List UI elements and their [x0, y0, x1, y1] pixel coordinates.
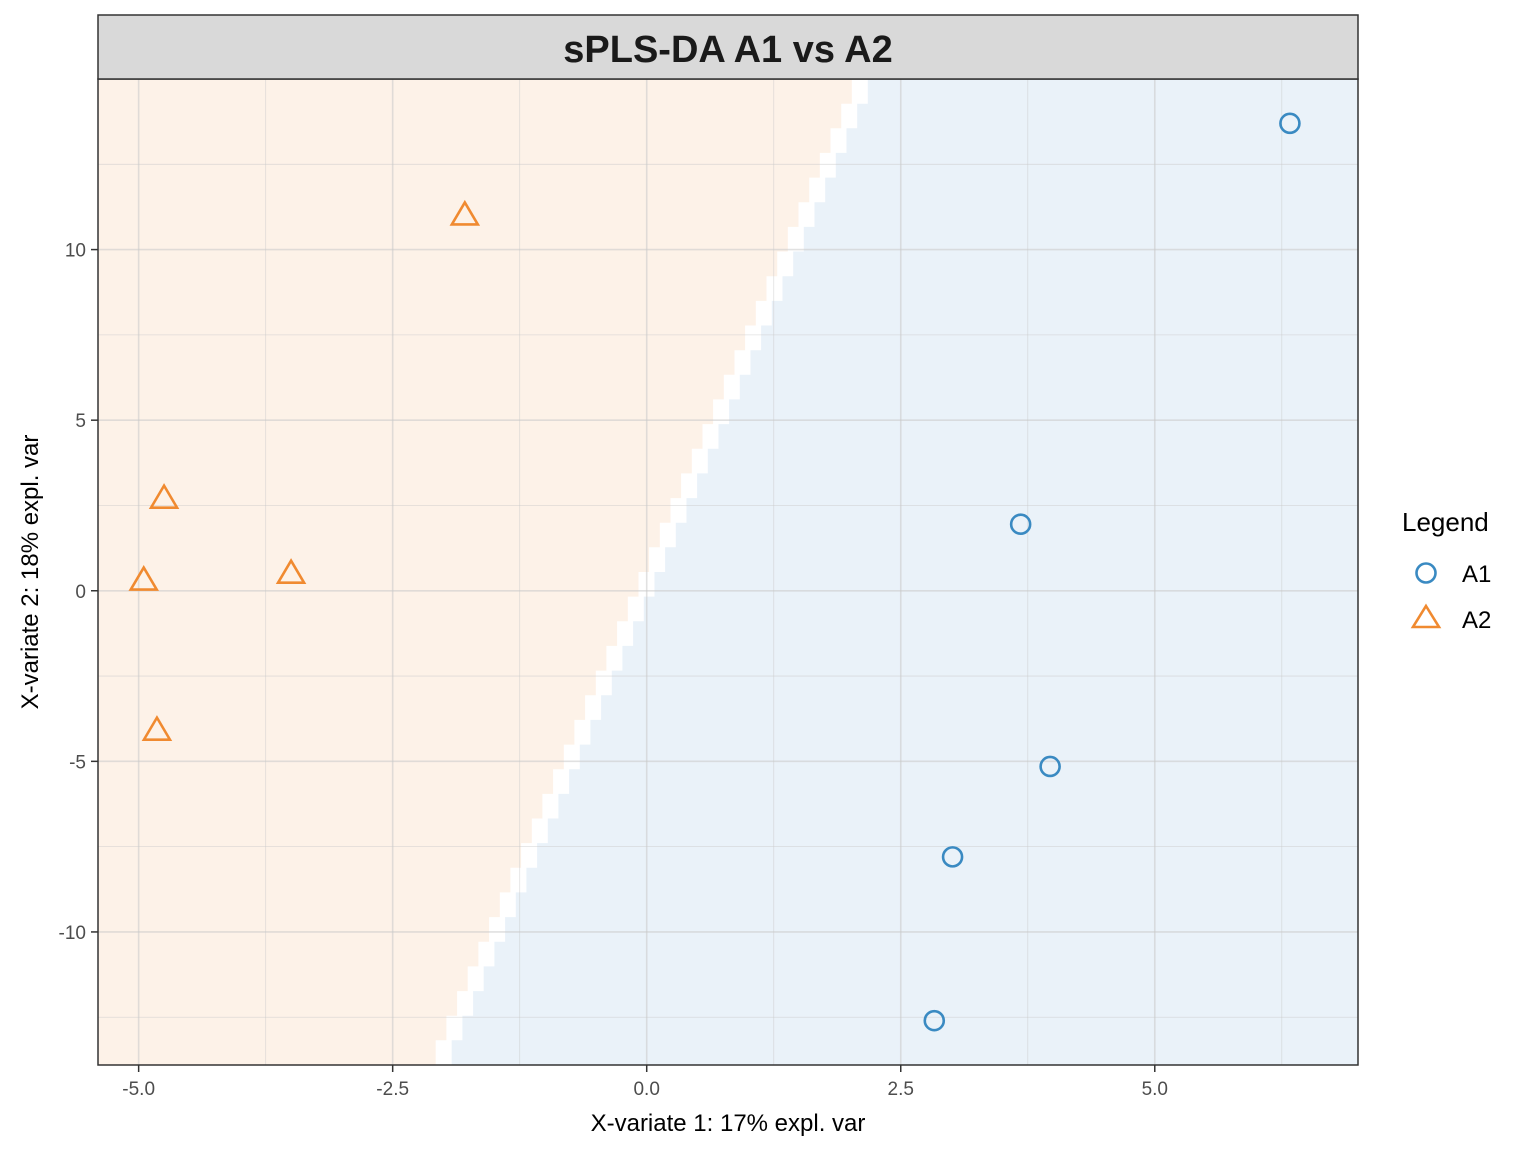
legend-title: Legend [1402, 507, 1489, 537]
x-tick-label: 2.5 [888, 1079, 914, 1100]
y-axis: -10 -5 0 5 10 [59, 241, 98, 944]
y-tick-label: 0 [75, 582, 86, 603]
legend-label-a2: A2 [1462, 607, 1491, 634]
y-axis-title: X-variate 2: 18% expl. var [17, 435, 44, 710]
legend-label-a1: A1 [1462, 561, 1491, 588]
chart-title: sPLS-DA A1 vs A2 [563, 29, 892, 71]
region-a2 [98, 79, 852, 1065]
y-tick-label: 10 [65, 241, 86, 262]
point-a1-circle [1009, 513, 1032, 536]
point-a1-circle [923, 1009, 946, 1032]
point-a1-circle [1279, 112, 1301, 135]
x-axis-title: X-variate 1: 17% expl. var [591, 1110, 866, 1137]
point-a2-triangle [449, 199, 481, 226]
point-a1-circle [1039, 755, 1061, 778]
strip: sPLS-DA A1 vs A2 [97, 14, 1359, 80]
point-a2-triangle [275, 558, 307, 585]
gridlines [98, 78, 1358, 1065]
data-points [128, 112, 1301, 1032]
strip-background [97, 14, 1359, 80]
legend: Legend A1 A2 [1402, 507, 1491, 634]
region-a1 [451, 79, 1358, 1065]
x-axis: -5.0 -2.5 0.0 2.5 5.0 [122, 1065, 1168, 1100]
x-tick-label: -5.0 [122, 1079, 155, 1100]
x-tick-label: 5.0 [1142, 1079, 1168, 1100]
legend-key-a1-circle-icon [1415, 562, 1437, 584]
x-tick-label: -2.5 [376, 1079, 409, 1100]
y-tick-label: -5 [69, 752, 86, 773]
point-a2-triangle [148, 483, 180, 509]
x-tick-label: 0.0 [633, 1079, 659, 1100]
point-a1-circle [941, 846, 964, 868]
y-tick-label: 5 [75, 411, 86, 432]
legend-key-a2-triangle-icon [1410, 603, 1442, 629]
point-a2-triangle [128, 564, 160, 591]
plot-panel [97, 78, 1359, 1066]
y-tick-label: -10 [59, 923, 86, 944]
classification-regions [98, 79, 1358, 1065]
point-a2-triangle [141, 715, 173, 741]
